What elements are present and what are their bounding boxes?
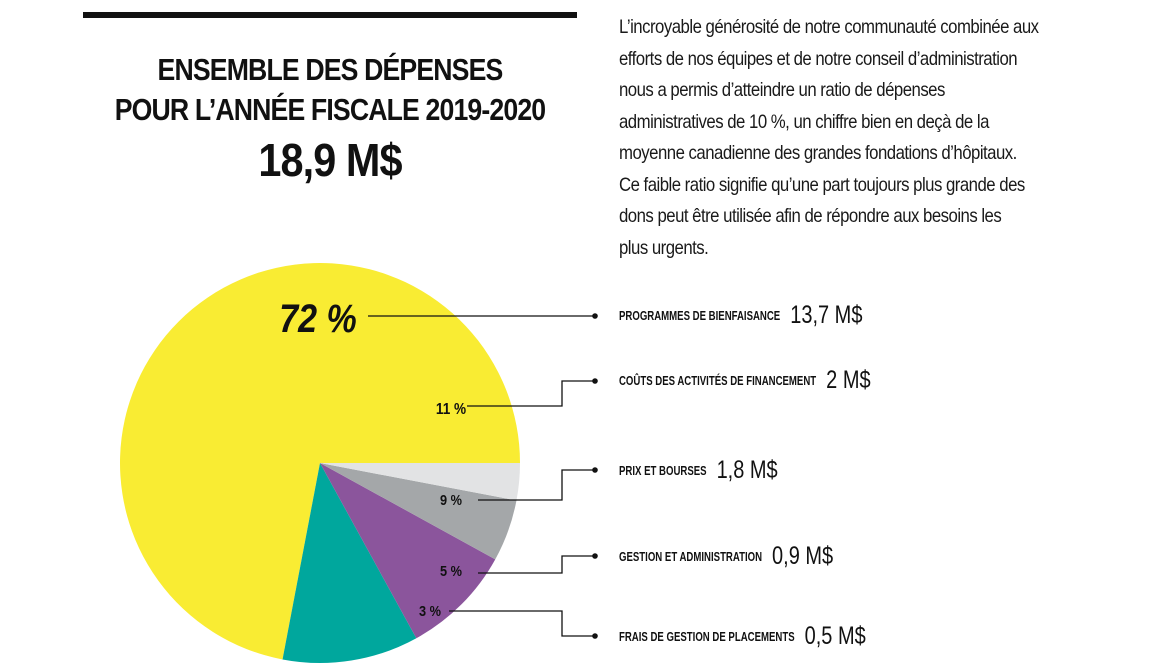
leader-lines	[368, 313, 598, 639]
pie-percent-label: 11 %	[436, 401, 466, 418]
leader-line	[449, 610, 595, 637]
legend: PROGRAMMES DE BIENFAISANCE 13,7 M$ COÛTS D…	[619, 301, 871, 650]
intro-paragraph: L’incroyable générosité de notre communa…	[619, 12, 1159, 264]
title-block: ENSEMBLE DES DÉPENSES POUR L’ANNÉE FISCA…	[70, 50, 590, 190]
legend-category-label: FRAIS DE GESTION DE PLACEMENTS	[619, 631, 795, 645]
pie-slice	[320, 463, 517, 560]
top-rule	[83, 12, 577, 18]
leader-dot	[592, 633, 598, 639]
leader-dot	[592, 313, 598, 319]
pie-slice	[282, 463, 417, 664]
pie-slice	[320, 463, 496, 639]
pie-slices	[120, 263, 521, 664]
leader-dot	[592, 378, 598, 384]
legend-amount: 0,9 M$	[772, 542, 833, 570]
intro-line: administratives de 10 %, un chiffre bien…	[619, 110, 989, 133]
pie-percent-label: 3 %	[419, 602, 441, 619]
leader-line	[467, 380, 595, 407]
intro-line: efforts de nos équipes et de notre conse…	[619, 47, 1018, 70]
pie-slice	[320, 463, 520, 501]
title-line-2: POUR L’ANNÉE FISCALE 2019-2020	[114, 92, 546, 127]
leader-line	[478, 555, 595, 574]
total-amount: 18,9 M$	[258, 134, 402, 186]
intro-line: Ce faible ratio signifie qu’une part tou…	[619, 173, 1025, 196]
pie-percent-label: 5 %	[440, 562, 462, 579]
legend-amount: 1,8 M$	[717, 456, 778, 484]
legend-amount: 13,7 M$	[790, 301, 863, 329]
legend-category-label: GESTION ET ADMINISTRATION	[619, 551, 762, 565]
title-line-1: ENSEMBLE DES DÉPENSES	[157, 52, 504, 87]
intro-line: nous a permis d’atteindre un ratio de dé…	[619, 79, 945, 101]
legend-amount: 2 M$	[826, 366, 871, 394]
pie-percent-label: 9 %	[440, 491, 462, 508]
intro-line: moyenne canadienne des grandes fondation…	[619, 142, 1017, 164]
pie-percent-label: 72 %	[279, 295, 356, 340]
pie-slice	[120, 263, 521, 660]
leader-line	[478, 469, 595, 501]
legend-category-label: COÛTS DES ACTIVITÉS DE FINANCEMENT	[619, 374, 816, 389]
leader-dot	[592, 553, 598, 559]
leader-dot	[592, 467, 598, 473]
legend-category-label: PRIX ET BOURSES	[619, 465, 707, 479]
legend-category-label: PROGRAMMES DE BIENFAISANCE	[619, 310, 781, 324]
legend-amount: 0,5 M$	[805, 622, 866, 650]
intro-line: L’incroyable générosité de notre communa…	[619, 16, 1039, 38]
intro-line: dons peut être utilisée afin de répondre…	[619, 205, 1002, 227]
pie-labels: 72 % 11 % 9 % 5 % 3 %	[279, 295, 466, 619]
intro-line: plus urgents.	[619, 236, 709, 259]
